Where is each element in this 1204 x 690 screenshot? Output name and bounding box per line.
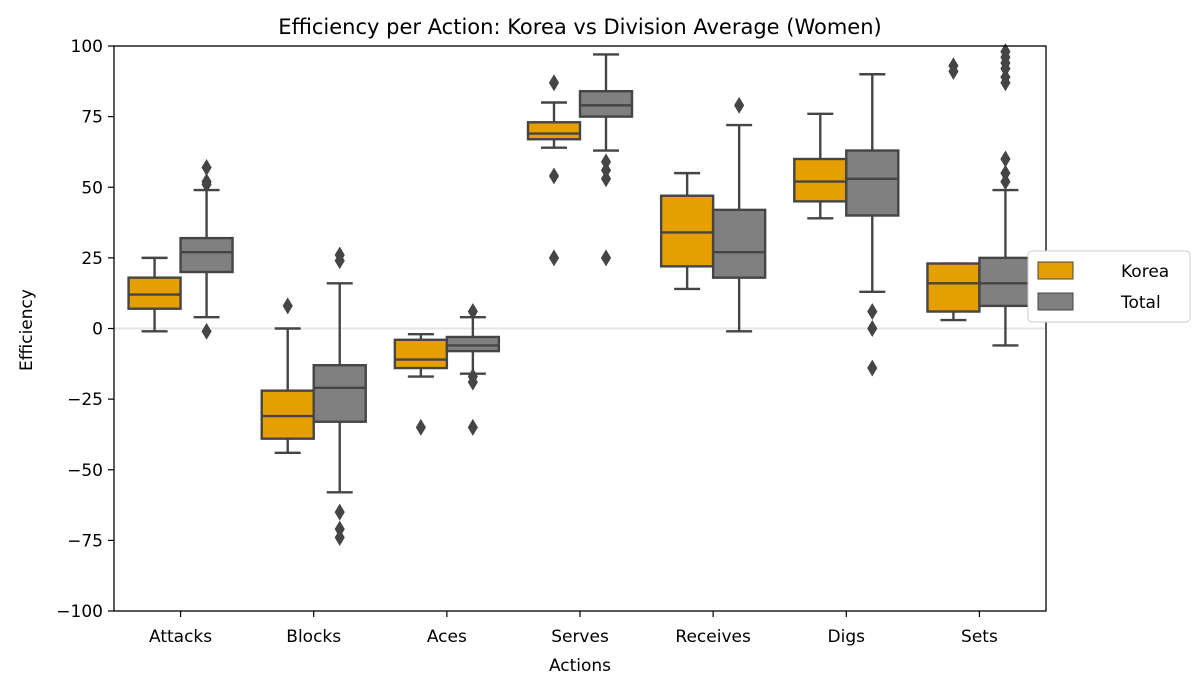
box-body <box>793 157 848 203</box>
y-axis-label: Efficiency <box>17 289 37 371</box>
box-body <box>179 236 234 274</box>
outlier-point <box>548 249 560 267</box>
outlier-point <box>201 322 212 340</box>
y-axis: −100 −75 −50 −25 0 25 50 75 100 <box>56 37 114 622</box>
box-body <box>260 389 315 440</box>
outlier-point <box>467 303 478 321</box>
outlier-point <box>1000 74 1011 92</box>
y-tick-label: 100 <box>71 37 103 57</box>
y-tick-label: 25 <box>81 249 103 269</box>
x-tick-label: Sets <box>961 627 998 647</box>
outlier-point <box>201 175 212 193</box>
outlier-point <box>548 167 560 185</box>
legend-swatch-korea <box>1037 261 1074 280</box>
outlier-point <box>600 170 612 188</box>
box-group <box>127 256 182 333</box>
box-group <box>179 159 234 340</box>
legend-label-total: Total <box>1120 293 1161 313</box>
box-body <box>711 208 767 279</box>
box-group <box>445 303 501 436</box>
x-axis: Attacks Blocks Aces Serves Receives Digs Sets <box>149 611 998 647</box>
outlier-point <box>1000 173 1011 191</box>
boxes-layer <box>127 43 1033 547</box>
box-group <box>393 332 449 436</box>
box-group <box>659 171 715 291</box>
box-body <box>926 262 981 313</box>
box-group <box>845 73 900 377</box>
outlier-point <box>334 529 345 547</box>
box-body <box>578 89 634 118</box>
box-group <box>260 297 315 454</box>
chart-title: Efficiency per Action: Korea vs Division… <box>278 15 881 39</box>
outlier-point <box>548 74 560 92</box>
x-tick-label: Receives <box>675 627 751 647</box>
x-tick-label: Digs <box>828 627 866 647</box>
outlier-point <box>282 297 293 315</box>
outlier-point <box>467 418 478 436</box>
outlier-point <box>867 359 878 377</box>
box-body <box>526 121 582 141</box>
box-body <box>845 149 900 217</box>
outlier-point <box>948 62 959 80</box>
y-tick-label: −100 <box>56 602 103 622</box>
x-tick-label: Blocks <box>286 627 341 647</box>
box-body <box>978 256 1033 308</box>
box-body <box>127 276 182 310</box>
box-group <box>526 74 582 267</box>
y-tick-label: 75 <box>81 108 103 128</box>
outlier-point <box>467 373 478 391</box>
box-body <box>445 335 501 353</box>
y-tick-label: 50 <box>81 178 103 198</box>
legend-swatch-total <box>1037 292 1074 311</box>
legend-label-korea: Korea <box>1121 262 1169 282</box>
box-body <box>312 364 367 423</box>
outlier-point <box>600 249 612 267</box>
outlier-point <box>867 320 878 337</box>
y-tick-label: −75 <box>67 531 103 551</box>
outlier-point <box>734 96 745 114</box>
outlier-point <box>334 503 345 521</box>
box-group <box>578 53 634 267</box>
box-group <box>312 246 367 547</box>
x-tick-label: Aces <box>427 627 467 647</box>
outlier-point <box>334 252 345 270</box>
legend: Korea Total <box>1027 250 1191 323</box>
outlier-point <box>415 418 426 436</box>
x-tick-label: Serves <box>551 627 609 647</box>
y-tick-label: −25 <box>67 390 103 410</box>
box-body <box>659 194 715 268</box>
y-tick-label: −50 <box>67 461 103 481</box>
x-axis-label: Actions <box>549 656 611 676</box>
outlier-point <box>867 303 878 321</box>
box-group <box>711 96 767 333</box>
box-body <box>393 338 449 370</box>
x-tick-label: Attacks <box>149 627 212 647</box>
y-tick-label: 0 <box>92 320 103 340</box>
